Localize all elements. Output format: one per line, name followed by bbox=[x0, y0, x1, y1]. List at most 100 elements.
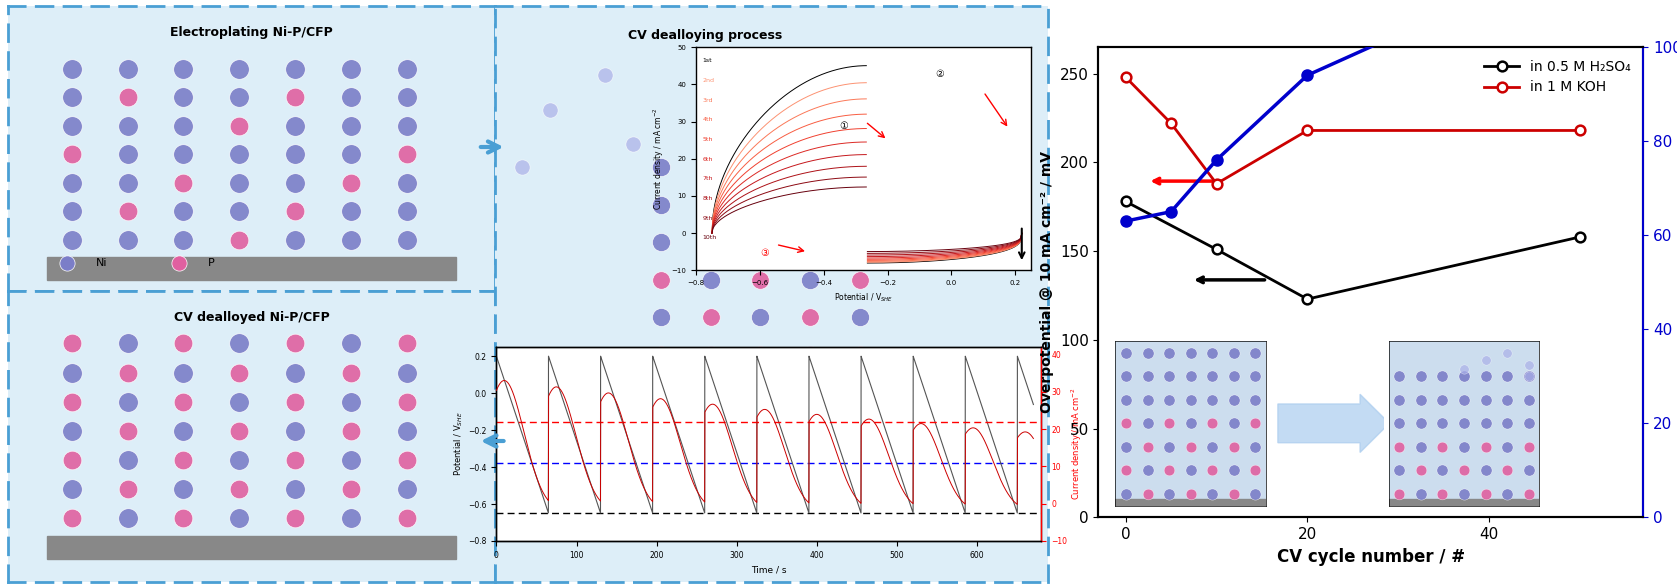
Point bbox=[797, 238, 823, 247]
Point bbox=[226, 235, 253, 245]
Point bbox=[1112, 489, 1139, 499]
Point bbox=[337, 339, 364, 348]
Point bbox=[169, 92, 196, 102]
Point bbox=[114, 178, 141, 188]
Point bbox=[282, 206, 309, 216]
Point bbox=[226, 455, 253, 465]
Point bbox=[1199, 489, 1226, 499]
Point bbox=[1243, 419, 1269, 428]
Point bbox=[1494, 466, 1521, 475]
X-axis label: Time / s: Time / s bbox=[751, 565, 787, 574]
Point bbox=[226, 149, 253, 159]
Text: 7th: 7th bbox=[703, 176, 713, 181]
Point bbox=[169, 235, 196, 245]
Point bbox=[1451, 442, 1477, 452]
Text: Electroplating Ni-P/CFP: Electroplating Ni-P/CFP bbox=[169, 26, 334, 39]
Y-axis label: Potential / V$_{SHE}$: Potential / V$_{SHE}$ bbox=[453, 412, 466, 476]
X-axis label: Potential / V$_{SHE}$: Potential / V$_{SHE}$ bbox=[833, 292, 894, 304]
Bar bbox=[1389, 499, 1539, 510]
Point bbox=[840, 116, 869, 126]
Point bbox=[337, 455, 364, 465]
Point bbox=[282, 368, 309, 377]
Point bbox=[1494, 489, 1521, 499]
Point bbox=[169, 485, 196, 494]
Point bbox=[647, 387, 674, 397]
Point bbox=[54, 258, 80, 268]
Point bbox=[169, 149, 196, 159]
Point bbox=[1221, 348, 1248, 358]
Point bbox=[337, 397, 364, 406]
Point bbox=[337, 149, 364, 159]
Point bbox=[1134, 466, 1160, 475]
Point bbox=[282, 485, 309, 494]
Point bbox=[847, 200, 874, 209]
Point bbox=[620, 139, 647, 149]
Point bbox=[647, 200, 674, 209]
Text: Recrystallization (reduction), ③: Recrystallization (reduction), ③ bbox=[738, 491, 880, 500]
Point bbox=[1451, 365, 1477, 374]
Text: Ni: Ni bbox=[96, 258, 107, 268]
Point bbox=[1494, 442, 1521, 452]
Point bbox=[1177, 489, 1204, 499]
Point bbox=[114, 121, 141, 131]
Point bbox=[282, 339, 309, 348]
Point bbox=[1134, 442, 1160, 452]
Point bbox=[114, 64, 141, 74]
Point bbox=[813, 151, 840, 161]
Text: P: P bbox=[208, 258, 215, 268]
Point bbox=[797, 312, 823, 322]
Point bbox=[847, 275, 874, 285]
Point bbox=[847, 162, 874, 172]
Point bbox=[337, 92, 364, 102]
Point bbox=[746, 387, 773, 397]
Point bbox=[1112, 348, 1139, 358]
Point bbox=[282, 513, 309, 523]
Point bbox=[797, 275, 823, 285]
Point bbox=[114, 92, 141, 102]
Point bbox=[1472, 355, 1499, 365]
Point bbox=[1155, 442, 1182, 452]
Point bbox=[698, 162, 724, 172]
Point bbox=[1134, 372, 1160, 381]
Point bbox=[114, 455, 141, 465]
Point bbox=[282, 121, 309, 131]
Point bbox=[337, 206, 364, 216]
Point bbox=[698, 312, 724, 322]
Point bbox=[282, 149, 309, 159]
Point bbox=[337, 178, 364, 188]
Point bbox=[698, 200, 724, 209]
Point bbox=[1243, 442, 1269, 452]
Point bbox=[1155, 395, 1182, 405]
Y-axis label: Current density / mA cm$^{-2}$: Current density / mA cm$^{-2}$ bbox=[1070, 387, 1085, 500]
Point bbox=[1429, 442, 1456, 452]
Point bbox=[337, 513, 364, 523]
Point bbox=[169, 397, 196, 406]
Point bbox=[169, 178, 196, 188]
Point bbox=[1494, 348, 1521, 358]
Text: 6th: 6th bbox=[703, 156, 713, 162]
Point bbox=[1155, 466, 1182, 475]
Point bbox=[1385, 466, 1412, 475]
Point bbox=[1429, 489, 1456, 499]
Point bbox=[1472, 442, 1499, 452]
Y-axis label: Overpotential @ 10 mA cm⁻² / mV: Overpotential @ 10 mA cm⁻² / mV bbox=[1040, 151, 1055, 413]
Text: ①: ① bbox=[840, 121, 849, 131]
Point bbox=[394, 455, 421, 465]
Point bbox=[1516, 442, 1543, 452]
Text: 1st: 1st bbox=[703, 58, 713, 64]
Point bbox=[114, 339, 141, 348]
Point bbox=[746, 312, 773, 322]
Point bbox=[1472, 466, 1499, 475]
Point bbox=[337, 485, 364, 494]
Text: - - -: - - - bbox=[688, 439, 708, 449]
Point bbox=[59, 235, 86, 245]
Point bbox=[114, 485, 141, 494]
Point bbox=[226, 92, 253, 102]
Point bbox=[1516, 489, 1543, 499]
Point bbox=[1177, 442, 1204, 452]
Point bbox=[394, 426, 421, 436]
Point bbox=[1429, 395, 1456, 405]
Point bbox=[226, 339, 253, 348]
Text: CV dealloyed Ni-P/CFP: CV dealloyed Ni-P/CFP bbox=[174, 312, 329, 325]
Point bbox=[746, 275, 773, 285]
